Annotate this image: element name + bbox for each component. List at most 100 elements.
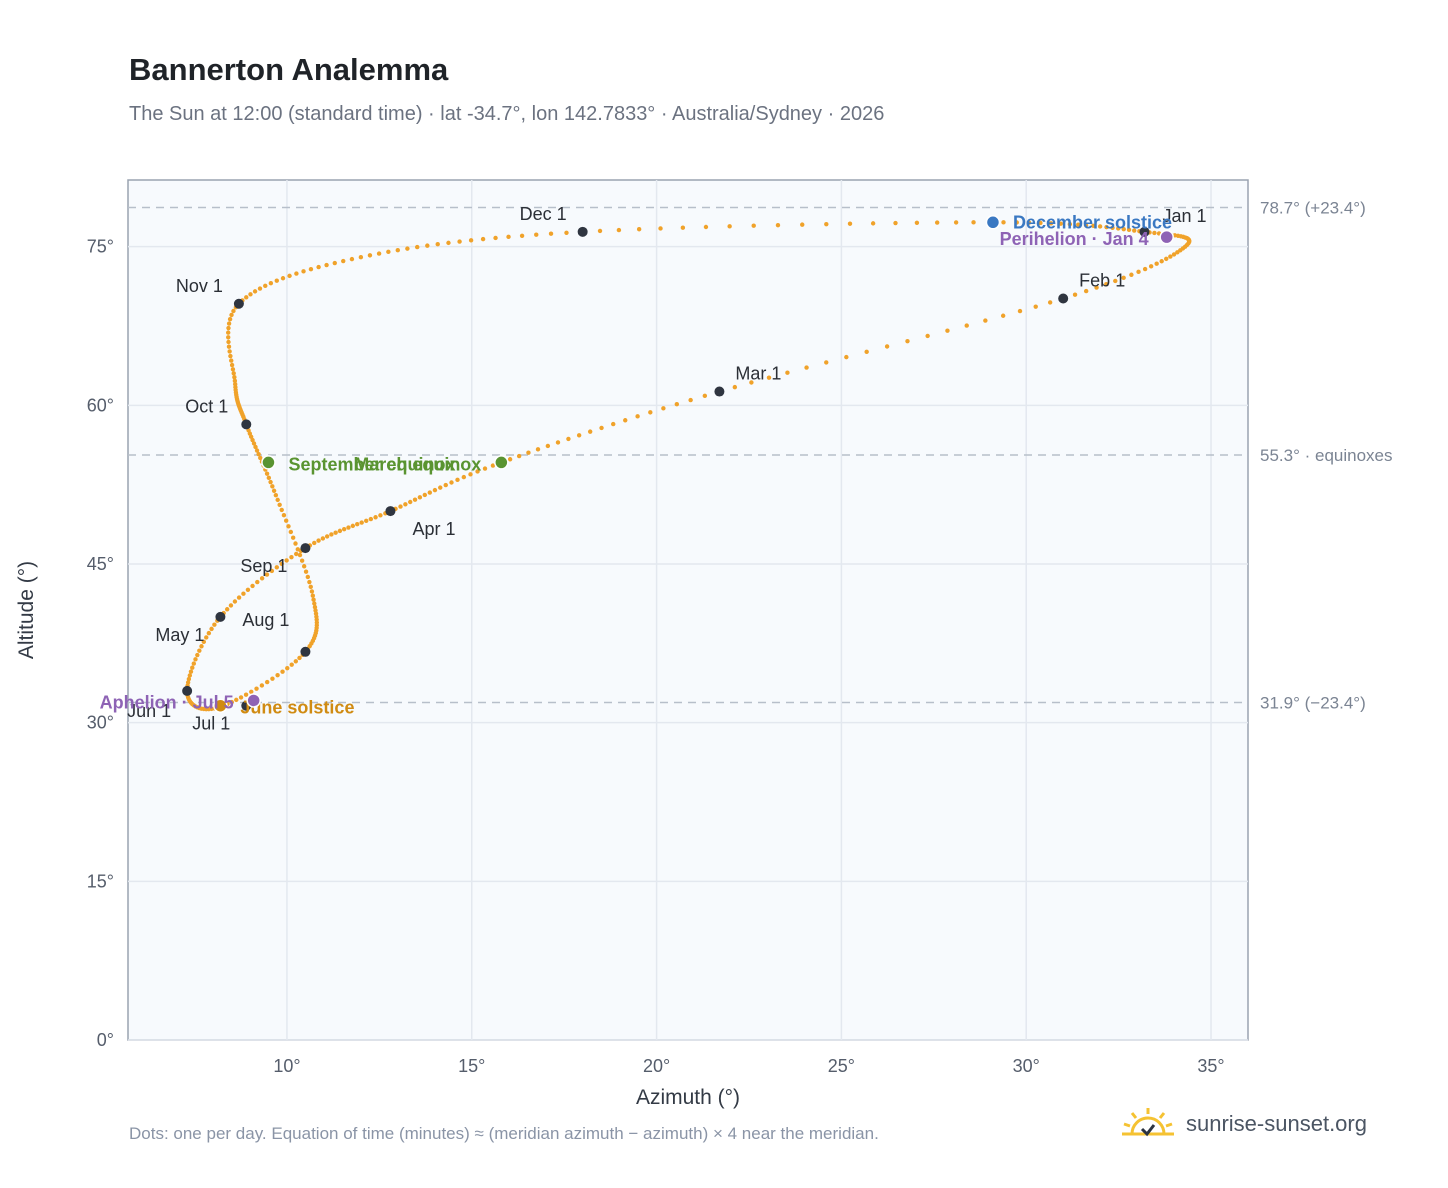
daily-sun-dot xyxy=(1121,275,1126,280)
month-marker xyxy=(233,298,244,309)
daily-sun-dot xyxy=(195,652,200,658)
month-marker-label: Oct 1 xyxy=(185,396,228,416)
daily-sun-dot xyxy=(1129,272,1134,277)
daily-sun-dot xyxy=(305,574,311,580)
daily-sun-dot xyxy=(395,248,400,253)
brand-logo[interactable]: sunrise-sunset.org xyxy=(1120,1102,1367,1146)
x-tick-label: 15° xyxy=(458,1056,485,1076)
daily-sun-dot xyxy=(506,234,511,240)
daily-sun-dot xyxy=(636,227,642,232)
daily-sun-dot xyxy=(1048,221,1054,226)
daily-sun-dot xyxy=(286,524,291,529)
daily-sun-dot xyxy=(800,222,805,227)
y-tick-label: 45° xyxy=(87,554,114,574)
y-tick-label: 0° xyxy=(97,1030,114,1050)
month-marker xyxy=(577,226,588,237)
daily-sun-dot xyxy=(312,601,317,606)
daily-sun-dot xyxy=(490,463,496,468)
daily-sun-dot xyxy=(229,362,235,368)
daily-sun-dot xyxy=(279,507,284,513)
daily-sun-dot xyxy=(597,228,603,234)
daily-sun-dot xyxy=(263,283,268,289)
event-marker xyxy=(246,693,261,708)
daily-sun-dot xyxy=(232,375,237,380)
daily-sun-dot xyxy=(256,451,261,457)
daily-sun-dot xyxy=(545,443,551,449)
daily-sun-dot xyxy=(432,487,438,493)
daily-sun-dot xyxy=(244,295,249,300)
daily-sun-dot xyxy=(1104,224,1109,230)
daily-sun-dot xyxy=(519,233,525,238)
event-label: June solstice xyxy=(240,698,354,718)
daily-sun-dot xyxy=(245,587,251,592)
daily-sun-dot xyxy=(635,414,640,419)
daily-sun-dot xyxy=(227,349,232,354)
daily-sun-dot xyxy=(386,249,391,255)
daily-sun-dot xyxy=(368,516,374,522)
daily-sun-dot xyxy=(1058,221,1063,226)
daily-sun-dot xyxy=(295,547,300,552)
month-marker-label: Aug 1 xyxy=(242,610,289,630)
daily-sun-dot xyxy=(289,662,294,667)
daily-sun-dot xyxy=(228,353,233,359)
month-marker-label: Sep 1 xyxy=(240,556,287,576)
daily-sun-dot xyxy=(271,488,277,493)
daily-sun-dot xyxy=(206,630,212,636)
daily-sun-dot xyxy=(893,220,898,226)
daily-sun-dot xyxy=(252,289,258,294)
daily-sun-dot xyxy=(480,236,486,242)
daily-sun-dot xyxy=(953,220,959,225)
daily-sun-dot xyxy=(264,679,270,685)
daily-sun-dot xyxy=(616,227,622,233)
daily-sun-dot xyxy=(280,276,286,281)
daily-sun-dot xyxy=(209,626,214,632)
reference-lines: 78.7° (+23.4°) 55.3° · equinoxes 31.9° (−2… xyxy=(128,199,1393,713)
daily-sun-dot xyxy=(703,224,709,230)
daily-sun-dot xyxy=(341,526,347,532)
daily-sun-dot xyxy=(766,375,772,380)
month-markers: Jan 1 Feb 1 Mar 1 Apr 1 May 1 Jun 1 Jul 1 Aug 1… xyxy=(127,204,1206,734)
month-marker-label: Apr 1 xyxy=(412,519,455,539)
daily-sun-dot xyxy=(1094,285,1099,290)
daily-sun-dot xyxy=(281,513,287,518)
daily-sun-dot xyxy=(905,338,910,344)
x-axis-title: Azimuth (°) xyxy=(636,1086,740,1109)
daily-sun-dot xyxy=(548,231,554,236)
daily-sun-dot xyxy=(417,495,423,500)
daily-sun-dot xyxy=(599,425,604,431)
daily-sun-dot xyxy=(229,699,234,705)
daily-sun-dot xyxy=(1026,220,1032,225)
daily-sun-dot xyxy=(251,441,257,446)
daily-sun-dot xyxy=(516,453,522,459)
daily-sun-dot xyxy=(847,221,853,226)
month-marker xyxy=(182,685,193,696)
daily-sun-dot xyxy=(1083,223,1089,228)
sun-logo-icon xyxy=(1122,1108,1174,1137)
daily-sun-dot xyxy=(316,538,321,543)
daily-sun-dot xyxy=(324,262,329,268)
x-tick-label: 30° xyxy=(1013,1056,1040,1076)
daily-sun-dot xyxy=(507,457,513,462)
daily-sun-dot xyxy=(403,502,408,507)
daily-sun-dot xyxy=(1091,223,1096,229)
daily-sun-dot xyxy=(224,607,230,612)
month-marker-label: Nov 1 xyxy=(176,276,223,296)
daily-sun-dot xyxy=(824,221,829,227)
daily-sun-dot xyxy=(1076,222,1081,227)
daily-sun-dot xyxy=(297,552,303,558)
daily-sun-dot xyxy=(844,354,849,360)
daily-sun-dot xyxy=(1072,292,1078,297)
daily-sun-dot xyxy=(648,410,653,415)
daily-sun-dot xyxy=(422,492,428,498)
daily-sun-dot xyxy=(443,482,448,488)
daily-sun-dot xyxy=(1136,269,1141,275)
daily-sun-dot xyxy=(290,535,296,540)
daily-sun-dot xyxy=(461,474,467,480)
daily-sun-dot xyxy=(1000,313,1006,318)
daily-sun-dot xyxy=(313,608,318,613)
daily-sun-dot xyxy=(329,532,334,537)
daily-sun-dot xyxy=(248,292,253,297)
event-marker xyxy=(213,698,228,713)
daily-sun-dot xyxy=(294,551,299,557)
daily-sun-dot xyxy=(229,358,234,363)
